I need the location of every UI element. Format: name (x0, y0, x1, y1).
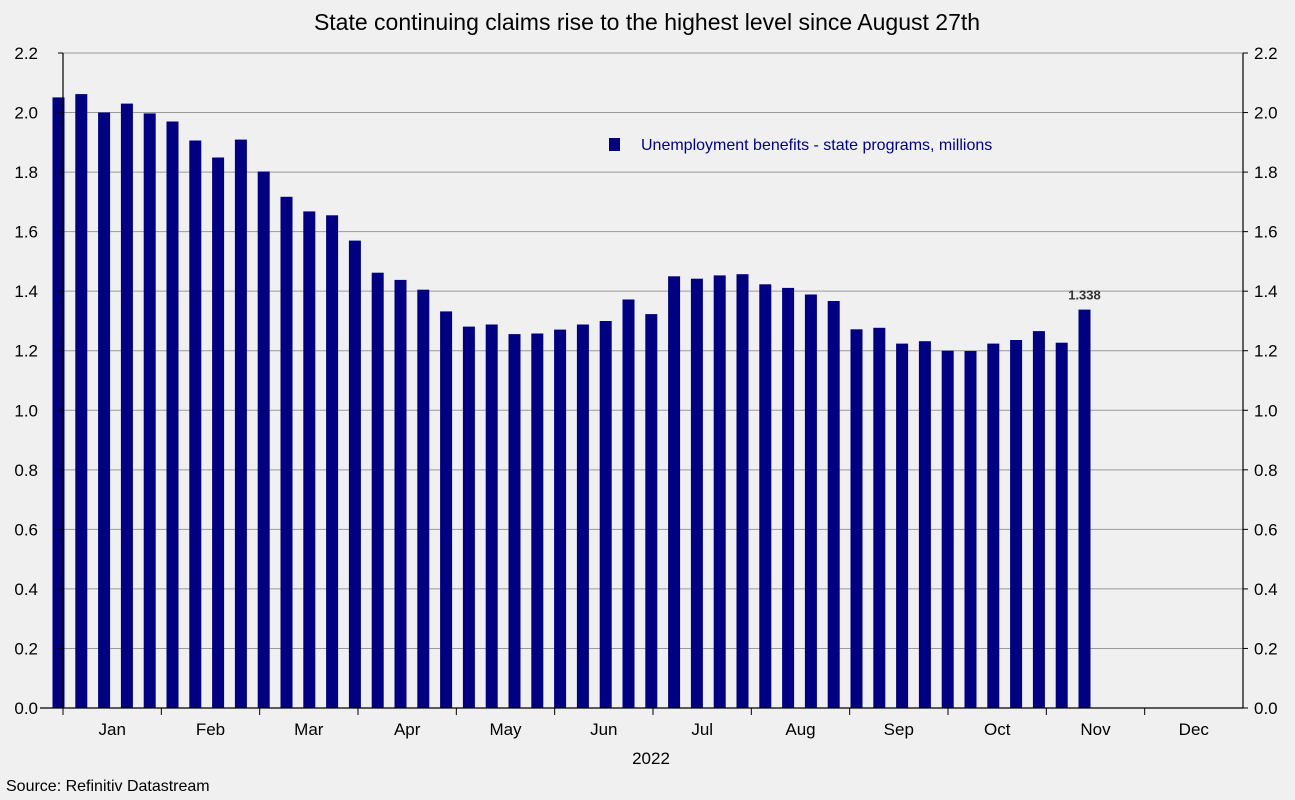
bar (827, 301, 840, 708)
y-tick-label-right: 0.4 (1254, 580, 1278, 599)
x-tick-label: Aug (785, 720, 815, 739)
y-tick-label-right: 0.2 (1254, 639, 1278, 658)
legend-swatch (609, 138, 620, 151)
bar (759, 284, 772, 708)
bar (417, 289, 430, 708)
bar (440, 311, 453, 708)
bar (120, 103, 133, 709)
bar (212, 157, 225, 708)
y-tick-label-right: 2.2 (1254, 44, 1278, 63)
bar (987, 343, 1000, 708)
bar (394, 279, 407, 708)
x-tick-label: Feb (196, 720, 225, 739)
bar (371, 272, 384, 708)
bar (713, 275, 726, 708)
x-tick-label: Sep (884, 720, 914, 739)
x-tick-label: Jun (590, 720, 617, 739)
y-tick-label-right: 1.0 (1254, 401, 1278, 420)
legend-label: Unemployment benefits - state programs, … (641, 137, 992, 154)
x-tick-label: May (489, 720, 522, 739)
bar (508, 334, 521, 708)
bar (1032, 331, 1045, 708)
bar (1010, 340, 1023, 708)
x-axis-month-labels: Jan Feb Mar Apr May Jun Jul Aug Sep Oct Nov Dec (98, 720, 1209, 739)
bar (1055, 342, 1068, 708)
x-tick-label: Jul (691, 720, 713, 739)
source-note: Source: Refinitiv Datastream (6, 778, 210, 795)
y-tick-label-right: 1.8 (1254, 163, 1278, 182)
chart-title: State continuing claims rise to the high… (314, 9, 980, 35)
bar (485, 324, 498, 708)
bar-series (52, 94, 1091, 709)
y-tick-label-right: 1.2 (1254, 342, 1278, 361)
x-axis-year-label: 2022 (632, 749, 670, 768)
bar (166, 121, 179, 708)
bar (531, 333, 544, 708)
y-tick-label-left: 2.0 (14, 104, 38, 123)
y-tick-label-left: 1.8 (14, 163, 38, 182)
bar (52, 97, 65, 708)
bar (690, 278, 703, 708)
bar (462, 326, 475, 708)
bar (599, 321, 612, 708)
bar (850, 329, 863, 708)
bar (234, 139, 247, 709)
bar (257, 171, 270, 708)
bar (622, 299, 635, 708)
x-tick-label: Apr (394, 720, 421, 739)
bar (896, 343, 909, 708)
bar (303, 211, 316, 708)
bar (668, 276, 681, 708)
y-axis-right-ticks: 0.0 0.2 0.4 0.6 0.8 1.0 1.2 1.4 1.6 1.8 2.0 2.2 (1254, 44, 1278, 718)
x-tick-label: Oct (984, 720, 1011, 739)
bar (918, 341, 931, 708)
y-tick-label-left: 0.4 (14, 580, 38, 599)
y-tick-label-right: 0.0 (1254, 699, 1278, 718)
bar (782, 287, 795, 708)
bar (98, 112, 111, 708)
y-tick-label-left: 1.0 (14, 401, 38, 420)
bar (964, 351, 977, 708)
y-tick-label-right: 1.6 (1254, 223, 1278, 242)
y-tick-label-left: 1.4 (14, 282, 38, 301)
y-tick-label-left: 2.2 (14, 44, 38, 63)
y-tick-label-left: 0.6 (14, 520, 38, 539)
y-tick-label-left: 0.0 (14, 699, 38, 718)
legend: Unemployment benefits - state programs, … (609, 137, 992, 154)
bar (873, 327, 886, 708)
bar (576, 324, 589, 708)
bar (348, 240, 361, 708)
y-tick-label-right: 0.6 (1254, 520, 1278, 539)
y-tick-label-left: 1.6 (14, 223, 38, 242)
x-tick-label: Nov (1080, 720, 1111, 739)
bar (1078, 309, 1091, 708)
x-tick-label: Dec (1179, 720, 1210, 739)
bar (645, 314, 658, 708)
y-tick-label-right: 0.8 (1254, 461, 1278, 480)
axes (40, 52, 1248, 715)
bar (554, 329, 567, 708)
y-tick-label-right: 2.0 (1254, 104, 1278, 123)
y-tick-label-right: 1.4 (1254, 282, 1278, 301)
last-value-annotation: 1.338 (1068, 288, 1101, 303)
x-tick-label: Mar (294, 720, 324, 739)
y-axis-left-ticks: 0.0 0.2 0.4 0.6 0.8 1.0 1.2 1.4 1.6 1.8 2.0 2.2 (14, 44, 38, 718)
bar (941, 350, 954, 708)
bar (75, 94, 88, 709)
bar (736, 274, 749, 708)
bar (143, 113, 156, 708)
y-tick-label-left: 0.2 (14, 639, 38, 658)
bar (326, 215, 339, 709)
bar (804, 294, 817, 708)
x-tick-label: Jan (98, 720, 125, 739)
bar (280, 196, 293, 709)
bar (189, 140, 202, 708)
y-tick-label-left: 1.2 (14, 342, 38, 361)
y-tick-label-left: 0.8 (14, 461, 38, 480)
